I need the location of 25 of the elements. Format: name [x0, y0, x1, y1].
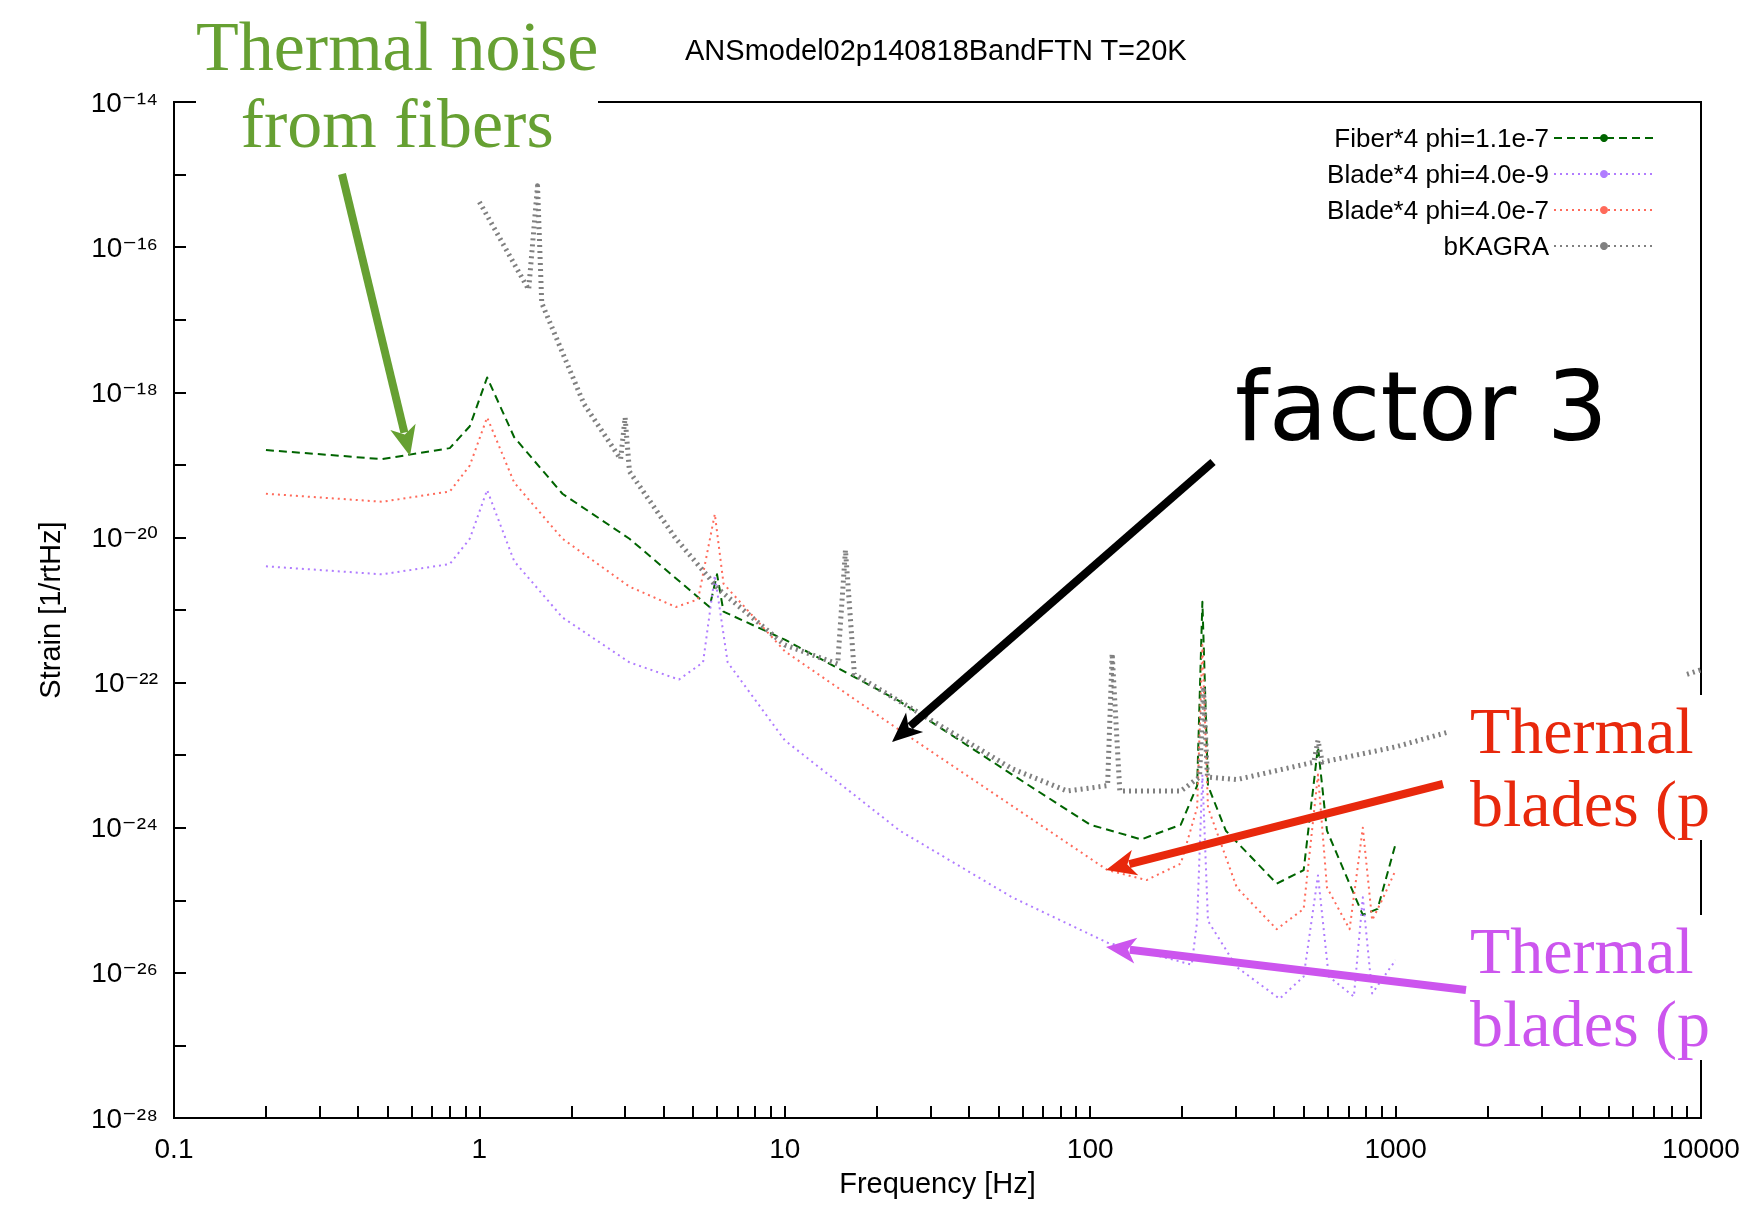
annotation: Thermal blades (p — [1470, 694, 1711, 841]
y-tick-label: 10⁻²² — [93, 667, 158, 699]
annotation: factor 3 — [1235, 351, 1608, 463]
y-axis-title: Strain [1/rtHz] — [33, 521, 66, 699]
legend-label: Blade*4 phi=4.0e-7 — [1327, 195, 1549, 225]
y-tick-label: 10⁻²⁰ — [91, 521, 158, 553]
x-tick-label: 10000 — [1662, 1132, 1740, 1164]
legend-label: bKAGRA — [1443, 231, 1550, 261]
annotation: Thermal noise from fibers — [196, 8, 599, 162]
y-tick-label: 10⁻²⁴ — [90, 812, 158, 844]
chart-title: ANSmodel02p140818BandFTN T=20K — [685, 33, 1188, 66]
x-tick-label: 1 — [471, 1132, 488, 1164]
x-tick-label: 1000 — [1364, 1132, 1427, 1164]
y-tick-label: 10⁻²⁸ — [90, 1102, 158, 1134]
x-axis-title: Frequency [Hz] — [839, 1166, 1036, 1199]
x-tick-label: 0.1 — [154, 1132, 194, 1164]
y-tick-label: 10⁻²⁶ — [91, 957, 158, 989]
x-tick-label: 100 — [1066, 1132, 1114, 1164]
y-tick-label: 10⁻¹⁴ — [90, 86, 158, 118]
annotation: Thermal blades (p — [1470, 914, 1711, 1061]
legend-label: Blade*4 phi=4.0e-9 — [1327, 159, 1549, 189]
legend-label: Fiber*4 phi=1.1e-7 — [1334, 123, 1549, 153]
x-tick-label: 10 — [769, 1132, 801, 1164]
y-tick-label: 10⁻¹⁶ — [91, 231, 158, 263]
y-tick-label: 10⁻¹⁸ — [90, 376, 158, 408]
